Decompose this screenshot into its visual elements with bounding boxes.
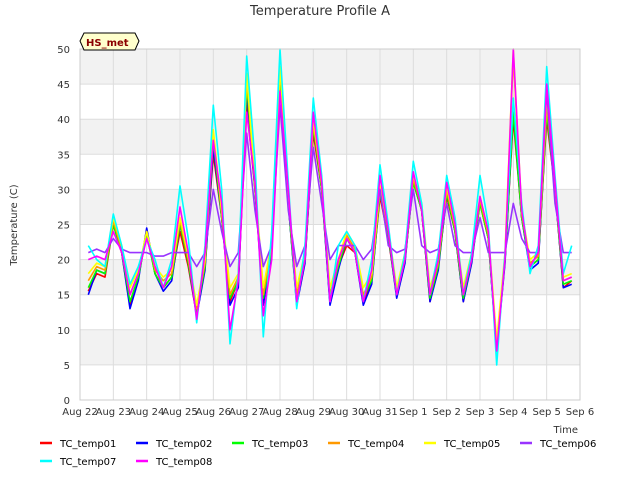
y-tick-label: 50 <box>57 45 70 56</box>
badge-label: HS_met <box>86 38 129 49</box>
x-tick-label: Aug 30 <box>329 407 364 418</box>
series-line-tc_temp06 <box>87 90 572 268</box>
legend-label: TC_temp08 <box>155 457 212 468</box>
legend-label: TC_temp01 <box>59 439 116 450</box>
y-tick-label: 5 <box>64 361 70 372</box>
badge: HS_met <box>79 32 140 51</box>
y-tick-label: 40 <box>57 115 70 126</box>
chart-title: Temperature Profile A <box>249 4 390 19</box>
grid-band <box>80 119 580 155</box>
y-tick-label: 45 <box>57 80 70 91</box>
x-tick-label: Sep 1 <box>399 407 427 418</box>
series-layer <box>87 48 573 366</box>
y-axis: 0 5 10 15 20 25 30 35 40 45 50 <box>57 45 70 407</box>
y-tick-label: 0 <box>64 396 70 407</box>
x-tick-label: Aug 23 <box>96 407 131 418</box>
y-tick-label: 10 <box>57 326 70 337</box>
series-line-tc_temp08 <box>87 48 573 352</box>
y-tick-label: 30 <box>57 185 70 196</box>
y-tick-label: 20 <box>57 256 70 267</box>
x-tick-label: Sep 5 <box>532 407 560 418</box>
x-tick-label: Sep 6 <box>566 407 594 418</box>
x-tick-label: Sep 2 <box>432 407 460 418</box>
x-tick-label: Aug 27 <box>229 407 264 418</box>
x-tick-label: Aug 31 <box>362 407 397 418</box>
grid-band <box>80 189 580 225</box>
x-tick-label: Aug 29 <box>296 407 331 418</box>
y-tick-label: 35 <box>57 150 70 161</box>
x-tick-label: Aug 28 <box>262 407 297 418</box>
legend-label: TC_temp02 <box>155 439 212 450</box>
grid-band <box>80 49 580 85</box>
legend: TC_temp01 TC_temp02 TC_temp03 TC_temp04 TC_t… <box>40 439 596 468</box>
y-axis-label: Temperature (C) <box>9 184 20 266</box>
legend-label: TC_temp07 <box>59 457 116 468</box>
x-tick-label: Aug 22 <box>62 407 97 418</box>
legend-label: TC_temp06 <box>539 439 596 450</box>
x-tick-label: Sep 4 <box>499 407 527 418</box>
y-tick-label: 15 <box>57 291 70 302</box>
x-tick-label: Aug 24 <box>129 407 164 418</box>
x-tick-label: Sep 3 <box>466 407 494 418</box>
legend-label: TC_temp03 <box>251 439 308 450</box>
x-axis-label: Time <box>553 425 578 436</box>
badge-shape <box>79 32 140 51</box>
legend-label: TC_temp04 <box>347 439 404 450</box>
legend-label: TC_temp05 <box>443 439 500 450</box>
grid-band <box>80 329 580 365</box>
x-tick-label: Aug 25 <box>162 407 197 418</box>
plot-frame <box>79 48 581 401</box>
x-tick-label: Aug 26 <box>196 407 231 418</box>
y-tick-label: 25 <box>57 221 70 232</box>
